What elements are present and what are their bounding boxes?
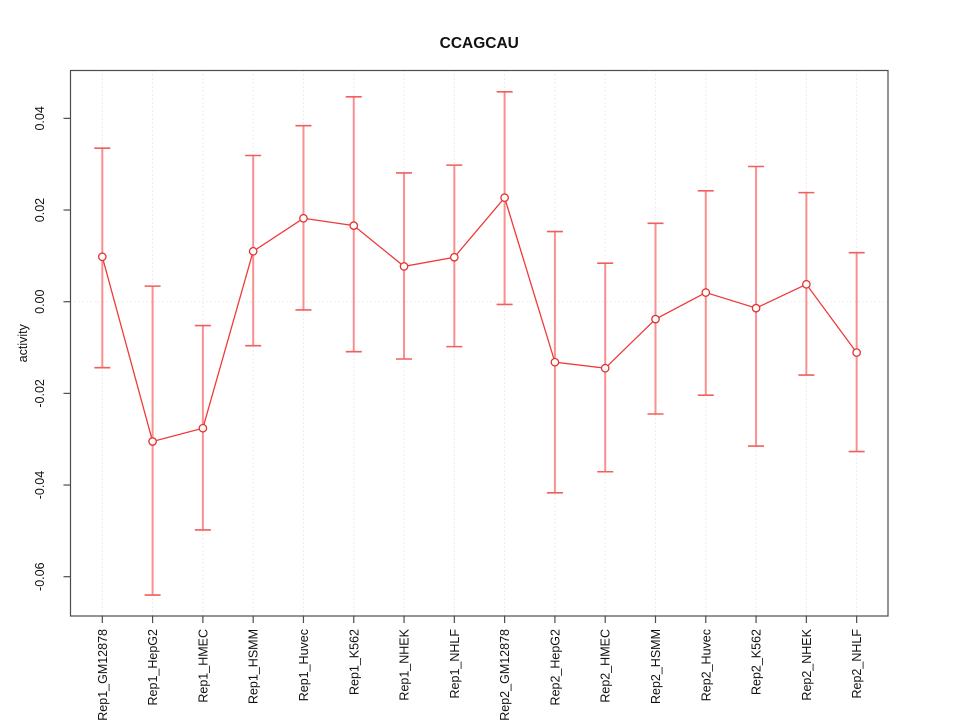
data-point-marker — [198, 423, 208, 433]
x-tick-label: Rep1_HepG2 — [146, 629, 160, 705]
y-axis-title: activity — [16, 323, 30, 362]
data-point-marker — [600, 363, 610, 373]
y-tick-label: -0.04 — [33, 471, 47, 500]
x-tick-label: Rep2_HSMM — [649, 629, 663, 704]
x-tick-label: Rep2_Huvec — [699, 629, 713, 701]
data-point-marker — [802, 279, 811, 289]
data-point-marker — [349, 221, 359, 230]
plot-border — [69, 69, 889, 617]
data-point-marker — [449, 252, 459, 262]
x-tick-label: Rep2_K562 — [750, 629, 764, 695]
data-point-marker — [399, 262, 409, 271]
data-point-marker — [701, 288, 711, 297]
x-tick-label: Rep2_NHEK — [800, 628, 814, 700]
x-tick-label: Rep1_HMEC — [196, 629, 210, 703]
x-tick-label: Rep1_HSMM — [247, 629, 261, 704]
data-point-marker — [299, 213, 308, 223]
data-point-marker — [97, 252, 107, 262]
x-tick-label: Rep2_HepG2 — [548, 629, 562, 705]
y-tick-label: 0.00 — [33, 289, 47, 313]
data-point-marker — [248, 246, 258, 256]
data-point-marker — [852, 348, 862, 357]
series-line — [101, 196, 858, 443]
chart-title: CCAGCAU — [440, 35, 519, 52]
x-tick-label: Rep1_Huvec — [297, 629, 311, 701]
data-point-marker — [550, 357, 560, 367]
data-point-marker — [148, 437, 157, 446]
y-tick-label: -0.02 — [33, 379, 47, 408]
x-tick-label: Rep1_K562 — [347, 629, 361, 695]
x-tick-label: Rep1_NHEK — [398, 628, 412, 700]
y-tick-label: 0.04 — [33, 106, 47, 130]
x-tick-label: Rep2_HMEC — [599, 629, 613, 703]
x-tick-label: Rep2_NHLF — [850, 629, 864, 699]
x-tick-label: Rep1_NHLF — [448, 629, 462, 699]
data-point-marker — [651, 314, 660, 324]
y-tick-label: -0.06 — [33, 562, 47, 591]
x-tick-label: Rep2_GM12878 — [498, 629, 512, 720]
x-tick-label: Rep1_GM12878 — [96, 629, 110, 720]
data-point-marker — [500, 193, 509, 203]
y-tick-label: 0.02 — [33, 198, 47, 222]
data-point-marker — [751, 303, 761, 313]
